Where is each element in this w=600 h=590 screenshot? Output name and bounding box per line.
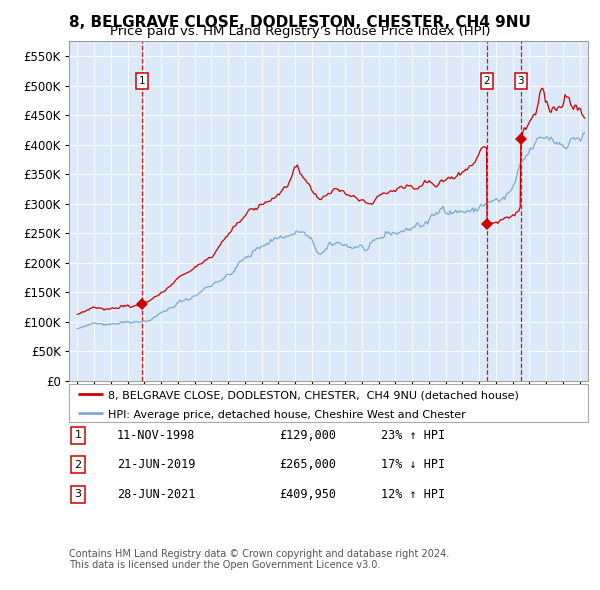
Text: 28-JUN-2021: 28-JUN-2021 bbox=[117, 488, 196, 501]
Text: 11-NOV-1998: 11-NOV-1998 bbox=[117, 429, 196, 442]
Text: This data is licensed under the Open Government Licence v3.0.: This data is licensed under the Open Gov… bbox=[69, 560, 380, 570]
Text: 3: 3 bbox=[74, 490, 82, 499]
Text: 21-JUN-2019: 21-JUN-2019 bbox=[117, 458, 196, 471]
Text: 8, BELGRAVE CLOSE, DODLESTON, CHESTER, CH4 9NU: 8, BELGRAVE CLOSE, DODLESTON, CHESTER, C… bbox=[69, 15, 531, 30]
Text: 12% ↑ HPI: 12% ↑ HPI bbox=[381, 488, 445, 501]
Text: £265,000: £265,000 bbox=[279, 458, 336, 471]
Text: 2: 2 bbox=[74, 460, 82, 470]
Text: Contains HM Land Registry data © Crown copyright and database right 2024.: Contains HM Land Registry data © Crown c… bbox=[69, 549, 449, 559]
Text: 8, BELGRAVE CLOSE, DODLESTON, CHESTER,  CH4 9NU (detached house): 8, BELGRAVE CLOSE, DODLESTON, CHESTER, C… bbox=[108, 391, 519, 401]
Text: 1: 1 bbox=[74, 431, 82, 440]
Text: HPI: Average price, detached house, Cheshire West and Chester: HPI: Average price, detached house, Ches… bbox=[108, 410, 466, 420]
Text: 23% ↑ HPI: 23% ↑ HPI bbox=[381, 429, 445, 442]
Text: 2: 2 bbox=[484, 76, 490, 86]
Text: Price paid vs. HM Land Registry’s House Price Index (HPI): Price paid vs. HM Land Registry’s House … bbox=[110, 25, 490, 38]
Text: 3: 3 bbox=[518, 76, 524, 86]
Text: 1: 1 bbox=[139, 76, 145, 86]
Text: 17% ↓ HPI: 17% ↓ HPI bbox=[381, 458, 445, 471]
Text: £129,000: £129,000 bbox=[279, 429, 336, 442]
Text: £409,950: £409,950 bbox=[279, 488, 336, 501]
